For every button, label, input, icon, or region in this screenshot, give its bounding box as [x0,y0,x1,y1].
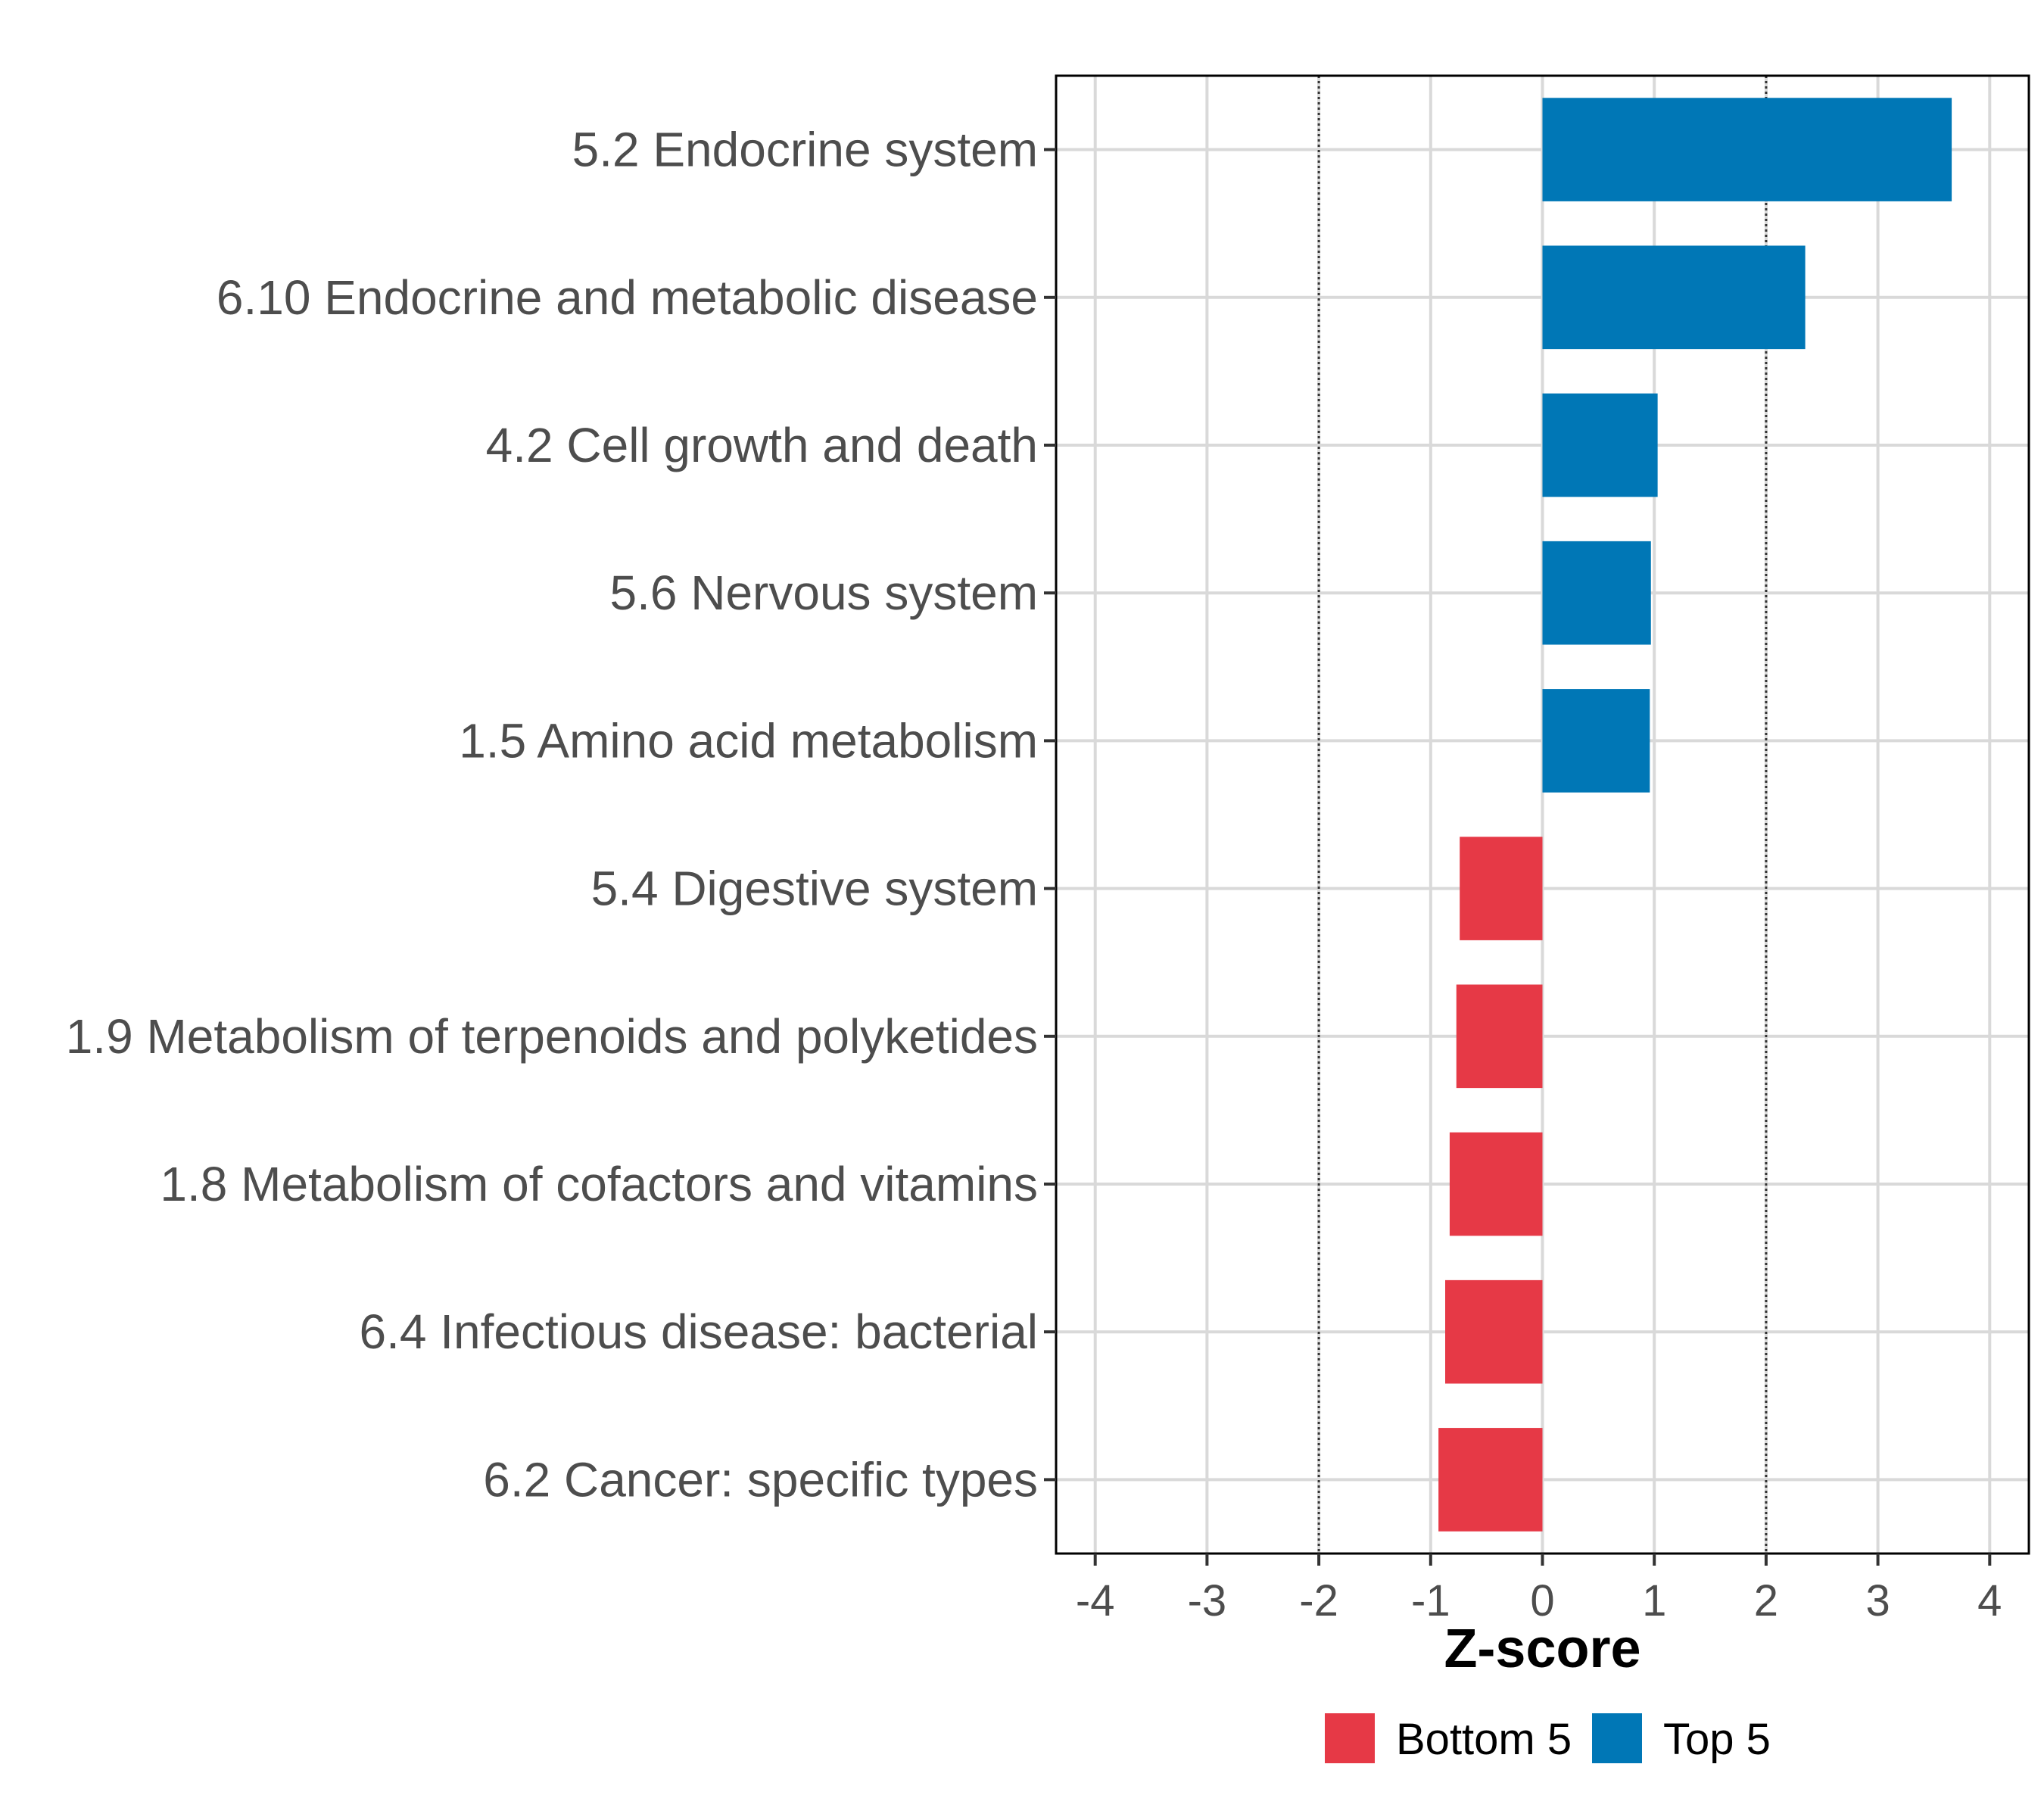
legend-label: Bottom 5 [1396,1715,1572,1764]
legend-label: Top 5 [1663,1715,1771,1764]
bar-top5 [1542,541,1651,645]
x-tick-label: -2 [1299,1576,1338,1625]
y-tick-label: 5.2 Endocrine system [572,123,1038,177]
y-tick-label: 5.4 Digestive system [591,862,1038,916]
bar-bottom5 [1438,1428,1543,1532]
reference-lines [1317,76,1768,1554]
y-tick-label: 5.6 Nervous system [609,566,1038,620]
y-tick-label: 4.2 Cell growth and death [486,418,1038,472]
y-tick-label: 1.9 Metabolism of terpenoids and polyket… [66,1009,1038,1064]
legend: Bottom 5 Top 5 [1325,1713,1771,1764]
bar-top5 [1542,689,1650,793]
legend-swatch [1325,1713,1375,1763]
bar-bottom5 [1460,837,1543,940]
bar-top5 [1542,393,1658,497]
x-tick-label: 2 [1754,1576,1778,1625]
y-tick-label: 6.4 Infectious disease: bacterial [359,1304,1038,1359]
bar-bottom5 [1456,984,1543,1089]
y-tick-label: 6.2 Cancer: specific types [483,1452,1038,1507]
x-axis-title: Z-score [1444,1619,1640,1679]
y-tick-label: 1.5 Amino acid metabolism [459,713,1038,768]
x-tick-label: 3 [1865,1576,1890,1625]
x-tick-label: 4 [1977,1576,2002,1625]
bars [1438,98,1952,1532]
y-tick-label: 1.8 Metabolism of cofactors and vitamins [160,1157,1038,1211]
bar-bottom5 [1445,1279,1543,1384]
bar-top5 [1542,245,1806,350]
x-tick-label: -3 [1188,1576,1227,1625]
bar-top5 [1542,98,1952,201]
x-tick-label: -4 [1076,1576,1115,1625]
y-axis: 5.2 Endocrine system 6.10 Endocrine and m… [66,123,1056,1507]
legend-swatch [1592,1713,1642,1763]
y-tick-label: 6.10 Endocrine and metabolic disease [217,270,1038,325]
x-tick-label: -1 [1411,1576,1450,1625]
x-tick-label: 0 [1530,1576,1554,1625]
x-axis: -4 -3 -2 -1 0 1 2 3 4 [1076,1554,2002,1625]
x-tick-label: 1 [1642,1576,1666,1625]
bar-bottom5 [1449,1132,1543,1236]
